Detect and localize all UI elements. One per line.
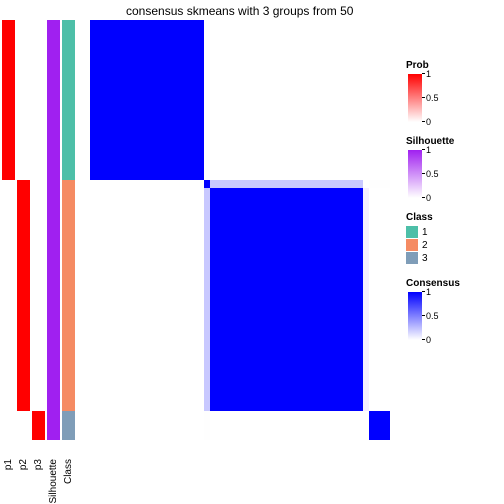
heatmap-cell <box>90 180 204 188</box>
legend-prob: Prob 10.50 <box>406 60 496 122</box>
legend-gradient: 10.50 <box>408 74 422 122</box>
annotation-segment <box>17 411 30 440</box>
heatmap-cell <box>222 180 363 188</box>
annotation-segment <box>47 20 60 440</box>
legend-title: Class <box>406 212 496 223</box>
legend-swatch <box>406 226 418 238</box>
legend-silhouette: Silhouette 10.50 <box>406 136 496 198</box>
legends-panel: Prob10.50Silhouette10.50Class123Consensu… <box>406 60 496 354</box>
heatmap-cell <box>90 188 204 411</box>
heatmap-cell <box>222 188 363 411</box>
heatmap-cell <box>90 20 204 180</box>
legend-gradient: 10.50 <box>408 292 422 340</box>
annotation-segment <box>62 180 75 411</box>
legend-tick: 1 <box>426 69 431 79</box>
legend-item: 3 <box>406 252 496 264</box>
heatmap-cell <box>210 188 222 411</box>
heatmap-cell <box>369 180 390 188</box>
consensus-heatmap <box>90 20 390 440</box>
heatmap-cell <box>90 411 204 440</box>
annotation-segment <box>2 20 15 180</box>
legend-consensus: Consensus 10.50 <box>406 278 496 340</box>
annotation-col-p1 <box>2 20 15 440</box>
annotation-segment <box>62 20 75 180</box>
annotation-label: p2 <box>17 445 30 458</box>
legend-tick: 1 <box>426 287 431 297</box>
annotation-col-p2 <box>17 20 30 440</box>
legend-tick: 1 <box>426 145 431 155</box>
legend-title: Silhouette <box>406 136 496 147</box>
legend-item-label: 1 <box>422 227 428 238</box>
annotation-segment <box>17 180 30 411</box>
legend-tick: 0 <box>426 193 431 203</box>
legend-swatch <box>406 252 418 264</box>
heatmap-row <box>90 188 390 411</box>
annotation-panel <box>2 20 75 440</box>
annotation-col-Silhouette <box>47 20 60 440</box>
heatmap-cell <box>222 411 363 440</box>
legend-title: Prob <box>406 60 496 71</box>
legend-tick: 0 <box>426 117 431 127</box>
annotation-segment <box>32 20 45 411</box>
legend-gradient: 10.50 <box>408 150 422 198</box>
legend-tick: 0 <box>426 335 431 345</box>
annotation-label: p3 <box>32 445 45 458</box>
heatmap-cell <box>369 411 390 440</box>
annotation-segment <box>32 411 45 440</box>
legend-tick: 0.5 <box>426 93 439 103</box>
annotation-label: Class <box>62 445 75 458</box>
legend-tick: 0.5 <box>426 169 439 179</box>
legend-item: 2 <box>406 239 496 251</box>
legend-item-label: 3 <box>422 253 428 264</box>
annotation-col-p3 <box>32 20 45 440</box>
annotation-label: p1 <box>2 445 15 458</box>
heatmap-cell <box>210 20 222 180</box>
heatmap-row <box>90 180 390 188</box>
annotation-col-Class <box>62 20 75 440</box>
annotation-segment <box>2 180 15 440</box>
heatmap-cell <box>369 20 390 180</box>
annotation-labels: p1p2p3SilhouetteClass <box>2 445 75 458</box>
legend-item: 1 <box>406 226 496 238</box>
legend-title: Consensus <box>406 278 496 289</box>
annotation-segment <box>17 20 30 180</box>
heatmap-row <box>90 411 390 440</box>
heatmap-cell <box>210 411 222 440</box>
legend-tick: 0.5 <box>426 311 439 321</box>
annotation-segment <box>62 411 75 440</box>
heatmap-cell <box>222 20 363 180</box>
annotation-label: Silhouette <box>47 445 60 458</box>
legend-item-label: 2 <box>422 240 428 251</box>
legend-swatch <box>406 239 418 251</box>
legend-class: Class 1 2 3 <box>406 212 496 264</box>
heatmap-cell <box>210 180 222 188</box>
heatmap-row <box>90 20 390 180</box>
heatmap-cell <box>369 188 390 411</box>
